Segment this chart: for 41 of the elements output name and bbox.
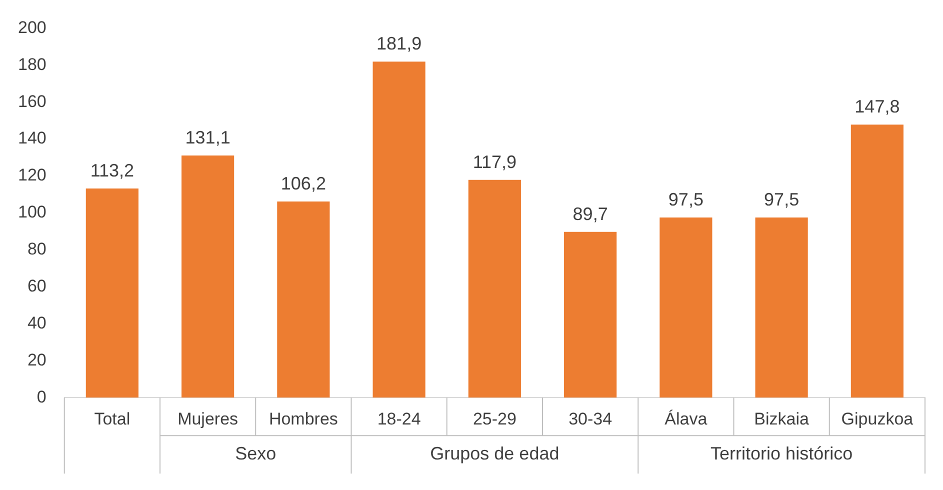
text: Sexo [235, 444, 276, 464]
y-tick-label: 120 [18, 166, 46, 185]
data-label: 147,8 [854, 96, 900, 117]
text: Territorio histórico [710, 444, 853, 464]
bar [468, 180, 521, 398]
y-tick-label: 20 [27, 350, 46, 370]
bar [277, 201, 330, 398]
y-tick-label: 180 [18, 54, 46, 74]
y-tick-label: 0 [36, 387, 46, 406]
bar [564, 232, 617, 398]
data-label: 97,5 [764, 189, 800, 210]
x-tick-label: 18-24 [377, 409, 421, 428]
data-label: 106,2 [280, 173, 326, 194]
bar [86, 188, 138, 398]
x-tick-label: Bizkaia [754, 409, 810, 428]
x-tick-label: Gipuzkoa [841, 409, 914, 428]
data-label: 97,5 [668, 189, 704, 210]
y-tick-label: 40 [27, 313, 46, 332]
bar [755, 218, 808, 398]
y-tick-label: 80 [27, 240, 46, 259]
x-tick-label: Hombres [268, 409, 338, 428]
x-tick-label: Mujeres [178, 409, 238, 428]
bar [372, 62, 426, 398]
y-tick-label: 160 [18, 92, 46, 111]
y-tick-label: 100 [18, 202, 46, 222]
bar [660, 218, 712, 398]
bar [850, 124, 904, 398]
y-tick-label: 60 [27, 276, 46, 296]
x-tick-label: 30-34 [568, 409, 612, 428]
data-label: 89,7 [572, 204, 608, 224]
data-label: 117,9 [472, 152, 517, 172]
y-tick-label: 200 [18, 18, 46, 37]
data-label: 181,9 [376, 34, 422, 54]
data-label: 113,2 [90, 160, 134, 180]
text: Grupos de edad [430, 444, 560, 464]
data-label: 131,1 [185, 127, 230, 148]
y-tick-label: 140 [18, 128, 46, 148]
x-tick-label: 25-29 [472, 409, 516, 428]
x-tick-label: Total [94, 409, 130, 428]
bar [182, 155, 234, 398]
x-tick-label: Álava [664, 409, 708, 428]
